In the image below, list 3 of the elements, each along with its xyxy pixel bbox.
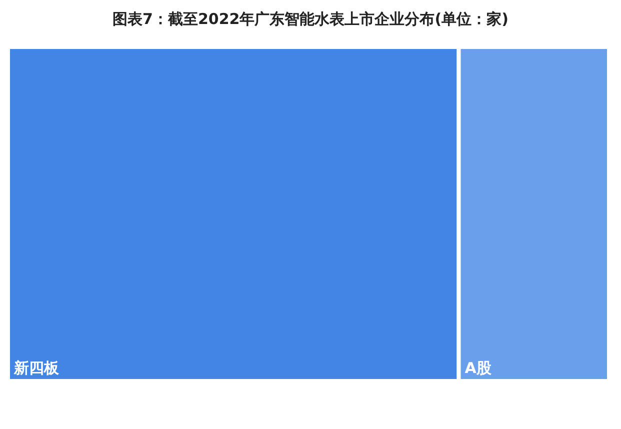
chart-title: 图表7：截至2022年广东智能水表上市企业分布(单位：家): [112, 10, 508, 28]
series-label: A股: [464, 359, 492, 377]
series-label: 新四板: [13, 359, 60, 377]
